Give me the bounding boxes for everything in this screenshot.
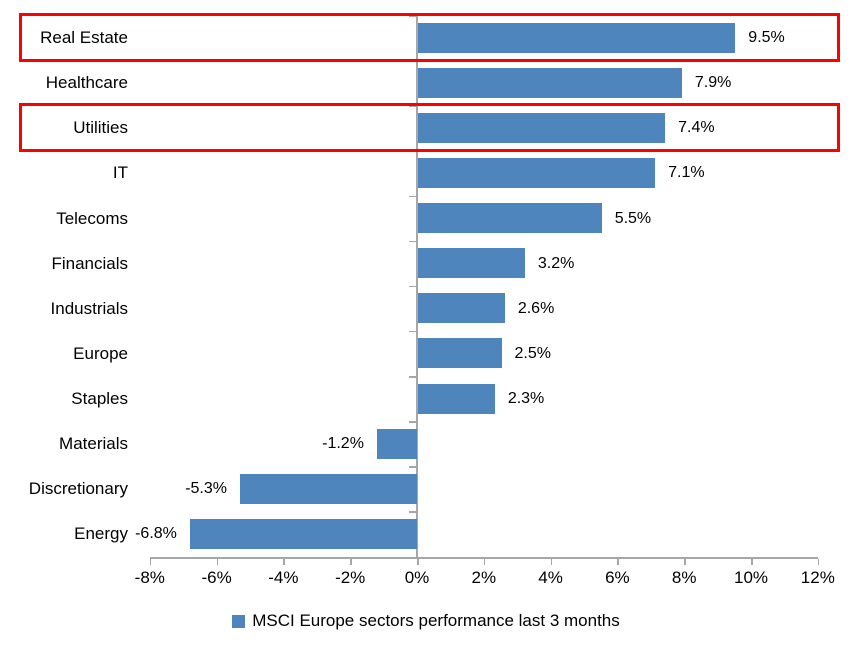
value-label: 5.5% bbox=[614, 209, 652, 227]
x-tick-label: 2% bbox=[471, 567, 497, 587]
value-label: -1.2% bbox=[322, 435, 364, 453]
bar bbox=[418, 383, 495, 414]
legend-swatch-icon bbox=[232, 614, 246, 628]
x-tick-label: 6% bbox=[605, 567, 630, 587]
category-label: Staples bbox=[71, 389, 128, 408]
value-axis-tick bbox=[550, 558, 553, 565]
highlight-box bbox=[19, 102, 840, 153]
value-axis-tick bbox=[751, 558, 753, 565]
value-label: 7.1% bbox=[668, 164, 705, 182]
x-tick-label: -4% bbox=[268, 567, 299, 587]
category-label: Energy bbox=[74, 524, 128, 544]
category-axis-line bbox=[416, 15, 418, 557]
category-axis-tick bbox=[409, 240, 416, 243]
value-label: 2.5% bbox=[514, 344, 551, 362]
category-axis-tick bbox=[409, 466, 416, 468]
category-label: Materials bbox=[59, 434, 128, 454]
category-axis-tick bbox=[409, 330, 416, 333]
category-label: Telecoms bbox=[56, 208, 128, 228]
category-label: Industrials bbox=[50, 298, 128, 318]
bar bbox=[418, 157, 656, 188]
bar bbox=[376, 428, 417, 459]
bar bbox=[418, 293, 505, 324]
value-axis-tick bbox=[283, 558, 285, 565]
category-label: Financials bbox=[51, 253, 128, 273]
category-axis-tick bbox=[409, 195, 416, 197]
x-tick-label: 8% bbox=[671, 567, 697, 587]
x-tick-label: -8% bbox=[134, 567, 165, 587]
category-label: Europe bbox=[73, 343, 128, 363]
value-axis-tick bbox=[216, 558, 219, 565]
category-axis-tick bbox=[409, 15, 416, 17]
x-tick-label: 12% bbox=[800, 567, 835, 587]
bar bbox=[418, 22, 736, 53]
value-label: 3.2% bbox=[537, 254, 575, 272]
bar bbox=[418, 248, 525, 279]
bar bbox=[418, 67, 682, 98]
category-axis-tick bbox=[409, 105, 416, 107]
bar bbox=[418, 338, 502, 369]
x-tick-label: 4% bbox=[538, 567, 563, 587]
value-label: 7.4% bbox=[678, 119, 715, 137]
category-axis-tick bbox=[409, 376, 416, 378]
value-axis-tick bbox=[617, 558, 619, 565]
value-axis-line bbox=[149, 556, 818, 559]
value-axis-tick bbox=[684, 558, 686, 565]
x-tick-label: -2% bbox=[335, 567, 366, 587]
value-axis-tick bbox=[350, 558, 352, 565]
bar bbox=[189, 518, 417, 549]
x-tick-label: -6% bbox=[201, 567, 232, 587]
bar bbox=[418, 112, 666, 143]
category-label: Real Estate bbox=[40, 28, 128, 47]
value-axis-tick bbox=[149, 558, 152, 565]
value-axis-tick bbox=[483, 558, 486, 565]
highlight-box bbox=[19, 12, 840, 63]
legend: MSCI Europe sectors performance last 3 m… bbox=[0, 611, 852, 631]
value-label: -5.3% bbox=[185, 480, 227, 498]
value-label: -6.8% bbox=[135, 525, 177, 543]
x-tick-label: 10% bbox=[733, 567, 769, 587]
x-tick-label: 0% bbox=[404, 567, 430, 587]
value-label: 2.3% bbox=[507, 390, 545, 407]
category-label: Healthcare bbox=[45, 73, 128, 93]
bar bbox=[239, 473, 417, 504]
value-axis-tick bbox=[417, 558, 419, 565]
bar bbox=[418, 203, 602, 234]
category-axis-tick bbox=[409, 511, 416, 513]
category-axis-tick bbox=[409, 285, 416, 288]
value-label: 9.5% bbox=[748, 29, 785, 46]
category-label: Utilities bbox=[73, 118, 128, 138]
category-label: IT bbox=[112, 163, 128, 183]
category-label: Discretionary bbox=[28, 479, 128, 499]
category-axis-tick bbox=[409, 421, 416, 423]
value-label: 2.6% bbox=[517, 299, 555, 317]
legend-label: MSCI Europe sectors performance last 3 m… bbox=[252, 611, 620, 630]
value-label: 7.9% bbox=[694, 74, 732, 92]
value-axis-tick bbox=[817, 558, 820, 565]
